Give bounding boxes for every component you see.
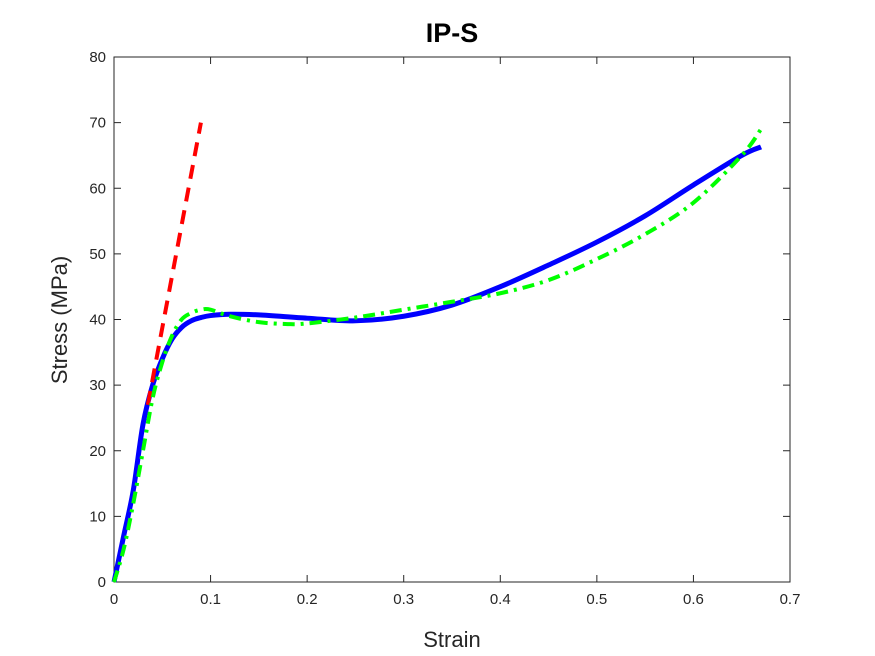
x-tick-label: 0.2 <box>297 591 318 608</box>
y-tick-label: 20 <box>89 443 106 460</box>
ticks: 0 0.1 0.2 0.3 0.4 0.5 0.6 0.7 0 10 20 30 40 50 60 70 80 <box>89 49 800 608</box>
x-tick-label: 0.5 <box>586 591 607 608</box>
y-tick-label: 50 <box>89 246 106 263</box>
x-tick-label: 0.7 <box>780 591 801 608</box>
x-tick-label: 0.1 <box>200 591 221 608</box>
y-tick-label: 60 <box>89 180 106 197</box>
x-axis-title: Strain <box>423 627 480 652</box>
series-line-dashed <box>145 122 203 406</box>
x-tick-label: 0.3 <box>393 591 414 608</box>
y-tick-label: 70 <box>89 115 106 132</box>
plot-area <box>113 56 791 583</box>
x-tick-label: 0.6 <box>683 591 704 608</box>
series-line-dashdot <box>112 128 763 583</box>
y-tick-label: 80 <box>89 49 106 66</box>
chart-title: IP-S <box>426 18 479 48</box>
y-tick-label: 0 <box>98 574 106 591</box>
x-tick-label: 0.4 <box>490 591 511 608</box>
series-group <box>111 122 763 583</box>
y-tick-label: 10 <box>89 508 106 525</box>
y-tick-label: 40 <box>89 312 106 329</box>
y-tick-label: 30 <box>89 377 106 394</box>
x-tick-label: 0 <box>110 591 118 608</box>
y-axis-title: Stress (MPa) <box>47 256 72 384</box>
